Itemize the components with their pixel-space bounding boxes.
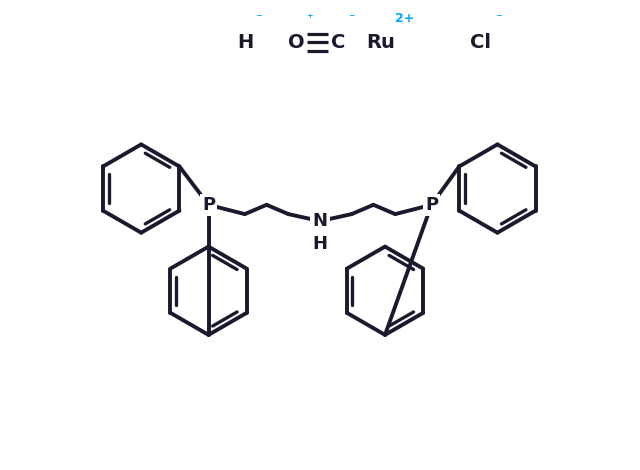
Text: Cl: Cl [470,33,491,52]
Text: C: C [332,33,346,52]
Text: ⁻: ⁻ [348,12,355,24]
Text: N: N [312,212,328,230]
Text: 2+: 2+ [396,12,415,24]
Text: O: O [289,33,305,52]
Text: H: H [312,235,328,253]
Text: P: P [425,196,438,214]
Text: ⁻: ⁻ [255,12,262,24]
Text: ⁺: ⁺ [306,12,313,24]
Text: ⁻: ⁻ [495,12,502,24]
Text: Ru: Ru [366,33,395,52]
Text: P: P [202,196,215,214]
Text: H: H [237,33,254,52]
